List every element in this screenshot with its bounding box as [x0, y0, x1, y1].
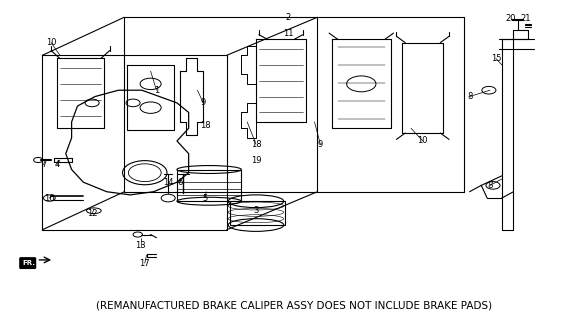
- Text: 10: 10: [46, 38, 56, 47]
- Text: 9: 9: [318, 140, 323, 148]
- Text: 8: 8: [487, 181, 493, 190]
- Text: 17: 17: [139, 259, 150, 268]
- Text: 19: 19: [250, 156, 261, 164]
- Text: 12: 12: [87, 209, 98, 219]
- Bar: [230, 201, 285, 225]
- Text: 20: 20: [505, 14, 516, 23]
- Text: (REMANUFACTURED BRAKE CALIPER ASSY DOES NOT INCLUDE BRAKE PADS): (REMANUFACTURED BRAKE CALIPER ASSY DOES …: [96, 301, 492, 311]
- Text: 10: 10: [417, 136, 428, 146]
- Text: 2: 2: [286, 13, 291, 22]
- Text: 18: 18: [250, 140, 261, 148]
- Text: 16: 16: [44, 194, 55, 203]
- Bar: [177, 170, 241, 201]
- Text: 1: 1: [154, 86, 159, 95]
- Text: 3: 3: [253, 206, 259, 215]
- Text: 9: 9: [201, 99, 206, 108]
- Text: 18: 18: [200, 121, 211, 130]
- Text: FR.: FR.: [22, 260, 35, 266]
- Text: 21: 21: [520, 14, 530, 23]
- Text: FR.: FR.: [21, 259, 35, 268]
- Text: 5: 5: [202, 194, 208, 203]
- Text: 7: 7: [41, 160, 46, 169]
- Text: 6: 6: [177, 178, 182, 187]
- Text: 13: 13: [135, 241, 146, 250]
- Text: 8: 8: [467, 92, 472, 101]
- Text: 4: 4: [54, 160, 59, 169]
- Text: 15: 15: [490, 54, 501, 63]
- Text: 14: 14: [163, 178, 173, 187]
- Text: 11: 11: [283, 28, 293, 38]
